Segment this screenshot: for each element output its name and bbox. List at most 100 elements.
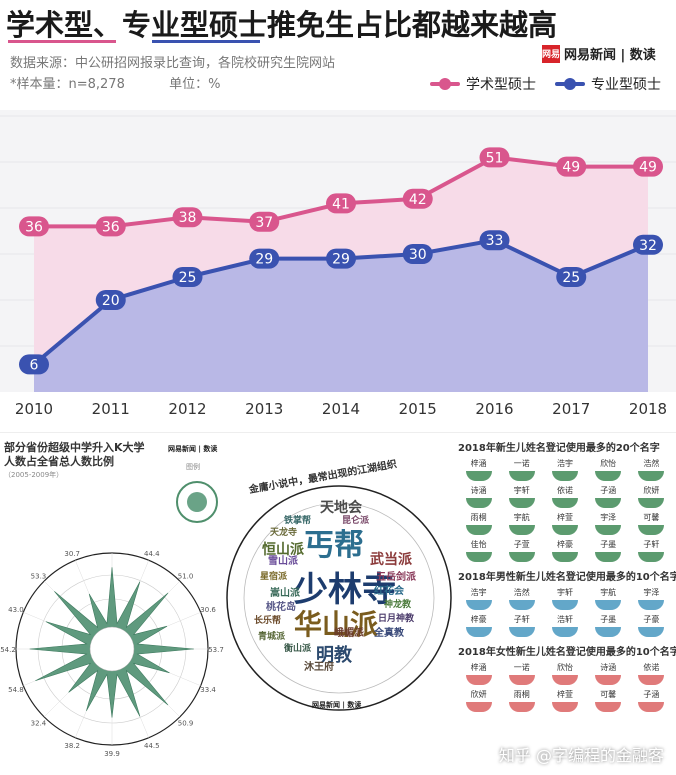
name-cell: 可馨 bbox=[590, 689, 627, 712]
netease-logo-icon: 网易 bbox=[542, 44, 560, 63]
name-text: 梓萱 bbox=[556, 513, 573, 522]
legend-academic-marker-icon bbox=[430, 78, 460, 90]
professional-point-label: 30 bbox=[409, 247, 427, 263]
name-bowl-icon bbox=[465, 525, 492, 535]
radial-value-label: 51.0 bbox=[178, 572, 194, 580]
name-text: 宇航 bbox=[513, 513, 530, 522]
name-text: 欣妍 bbox=[643, 486, 660, 495]
name-cell: 浩宇 bbox=[546, 458, 583, 481]
name-text: 梓豪 bbox=[556, 540, 573, 549]
name-cell: 雨桐 bbox=[503, 689, 540, 712]
title-underline-professional bbox=[152, 40, 260, 43]
x-tick-label: 2014 bbox=[322, 400, 360, 418]
name-cell: 子墨 bbox=[590, 539, 627, 562]
name-cell: 子豪 bbox=[633, 614, 670, 637]
professional-point: 20 bbox=[95, 290, 126, 310]
title-underline-academic bbox=[8, 40, 116, 43]
name-bowl-icon bbox=[638, 627, 665, 637]
wordcloud-word: 沐王府 bbox=[304, 662, 334, 673]
name-cell: 欣怡 bbox=[590, 458, 627, 481]
name-cell: 一诺 bbox=[503, 662, 540, 685]
name-text: 一诺 bbox=[513, 459, 530, 468]
names-girls-grid: 梓涵 一诺 欣怡 诗涵 依诺 欣妍 雨桐 梓萱 可馨 子涵 bbox=[460, 662, 670, 712]
panel-province-ratio: 部分省份超级中学升入K大学人数占全省总人数比例 （2005-2009年） 网易新… bbox=[0, 432, 224, 775]
name-text: 子涵 bbox=[643, 690, 660, 699]
name-cell: 宇航 bbox=[590, 587, 627, 610]
wordcloud: 少林寺 丐帮 华山派 恒山派 明教 武当派 天地会 雪山派 星宿派 嵩山派 桃花岛 长乐帮 五岳剑派 红花… bbox=[224, 433, 454, 775]
academic-point-label: 49 bbox=[562, 160, 580, 176]
name-bowl-icon bbox=[551, 498, 578, 508]
brand: 网易 网易新闻 | 数读 bbox=[542, 44, 656, 63]
name-bowl-icon bbox=[465, 552, 492, 562]
name-text: 子萱 bbox=[513, 540, 530, 549]
name-text: 诗涵 bbox=[600, 663, 617, 672]
name-bowl-icon bbox=[638, 552, 665, 562]
name-bowl-icon bbox=[465, 498, 492, 508]
academic-point: 49 bbox=[633, 156, 663, 177]
wordcloud-word: 五岳剑派 bbox=[376, 572, 416, 583]
name-text: 宇泽 bbox=[643, 588, 660, 597]
radial-star-chart: 53.544.451.030.653.733.450.944.539.938.2… bbox=[0, 551, 224, 758]
name-bowl-icon bbox=[508, 627, 535, 637]
radial-value-label: 30.7 bbox=[64, 551, 80, 558]
panel-mid-brand: 网易新闻 | 数读 bbox=[312, 701, 362, 709]
x-tick-label: 2013 bbox=[245, 400, 283, 418]
name-cell: 梓豪 bbox=[546, 539, 583, 562]
name-text: 宇轩 bbox=[556, 588, 573, 597]
name-text: 欣怡 bbox=[600, 459, 617, 468]
name-cell: 欣怡 bbox=[546, 662, 583, 685]
professional-point-label: 20 bbox=[102, 293, 120, 309]
brand-name: 网易新闻 | 数读 bbox=[564, 48, 656, 63]
professional-point-label: 29 bbox=[255, 252, 273, 268]
name-cell: 诗涵 bbox=[460, 485, 497, 508]
name-cell: 欣妍 bbox=[633, 485, 670, 508]
academic-point-label: 37 bbox=[255, 215, 273, 231]
professional-point-label: 6 bbox=[30, 357, 39, 373]
wordcloud-word: 全真教 bbox=[374, 628, 404, 639]
name-cell: 诗涵 bbox=[590, 662, 627, 685]
name-bowl-icon bbox=[595, 525, 622, 535]
line-area-chart: 36 36 38 37 41 42 51 49 49 6 20 25 29 29 30 33 25 32 2010 2… bbox=[0, 110, 676, 418]
name-bowl-icon bbox=[508, 702, 535, 712]
name-cell: 浩然 bbox=[633, 458, 670, 481]
name-text: 依诺 bbox=[556, 486, 573, 495]
name-bowl-icon bbox=[638, 600, 665, 610]
name-text: 佳怡 bbox=[470, 540, 487, 549]
radial-value-label: 44.4 bbox=[144, 551, 160, 558]
name-cell: 依诺 bbox=[633, 662, 670, 685]
name-text: 宇航 bbox=[600, 588, 617, 597]
x-tick-label: 2012 bbox=[168, 400, 206, 418]
name-cell: 梓萱 bbox=[546, 512, 583, 535]
name-cell: 梓萱 bbox=[546, 689, 583, 712]
name-bowl-icon bbox=[465, 675, 492, 685]
chart-title: 学术型、专业型硕士推免生占比都越来越高 bbox=[6, 8, 558, 42]
radial-value-label: 54.8 bbox=[8, 686, 24, 694]
name-cell: 浩然 bbox=[503, 587, 540, 610]
wordcloud-word: 雪山派 bbox=[268, 556, 298, 567]
name-cell: 宇泽 bbox=[633, 587, 670, 610]
name-cell: 子萱 bbox=[503, 539, 540, 562]
sample-size: *样本量：n=8,278 bbox=[10, 77, 125, 92]
name-text: 雨桐 bbox=[513, 690, 530, 699]
name-bowl-icon bbox=[508, 552, 535, 562]
panel-left-brand: 网易新闻 | 数读 bbox=[168, 445, 218, 453]
professional-point-label: 33 bbox=[486, 233, 504, 249]
names-boys-grid: 浩宇 浩然 宇轩 宇航 宇泽 梓豪 子轩 浩轩 子墨 子豪 bbox=[460, 587, 670, 637]
name-text: 诗涵 bbox=[470, 486, 487, 495]
academic-point: 51 bbox=[479, 147, 510, 168]
wordcloud-word: 星宿派 bbox=[260, 572, 288, 582]
name-cell: 宇轩 bbox=[503, 485, 540, 508]
legend-professional: 专业型硕士 bbox=[555, 74, 661, 94]
name-text: 子涵 bbox=[600, 486, 617, 495]
wordcloud-word: 日月神教 bbox=[378, 614, 415, 624]
name-text: 浩轩 bbox=[556, 615, 573, 624]
sample-unit: *样本量：n=8,278 单位：% bbox=[10, 73, 221, 92]
radial-value-label: 53.3 bbox=[31, 572, 47, 580]
name-text: 子豪 bbox=[643, 615, 660, 624]
professional-point: 33 bbox=[479, 230, 510, 251]
radial-value-label: 30.6 bbox=[200, 606, 216, 614]
name-cell: 浩轩 bbox=[546, 614, 583, 637]
radial-value-label: 54.2 bbox=[0, 646, 16, 654]
wordcloud-word: 青城派 bbox=[258, 632, 286, 642]
name-bowl-icon bbox=[465, 600, 492, 610]
